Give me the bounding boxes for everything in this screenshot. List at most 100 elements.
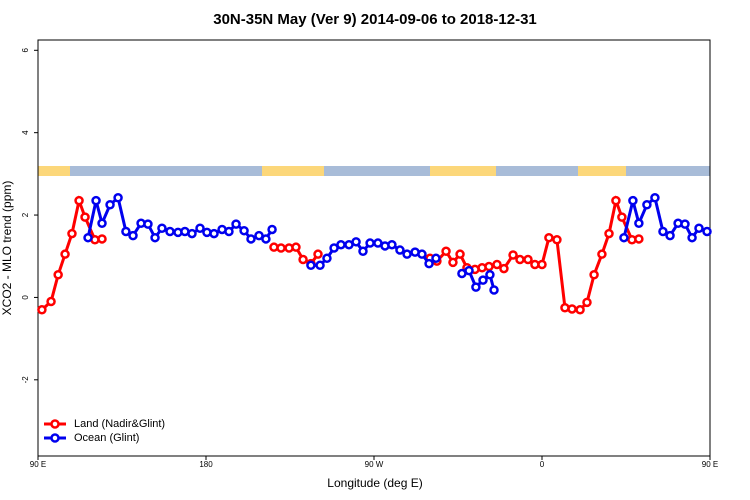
data-point — [387, 239, 397, 250]
data-point — [642, 200, 652, 210]
data-point — [537, 259, 547, 270]
data-point — [448, 257, 458, 268]
data-point — [515, 254, 525, 265]
y-tick-label: 6 — [21, 48, 30, 53]
y-tick-label: 2 — [21, 212, 30, 217]
data-point — [261, 234, 271, 244]
data-point — [508, 250, 518, 260]
data-point — [597, 249, 607, 259]
legend-marker — [50, 433, 60, 443]
data-point — [702, 226, 712, 237]
data-point — [97, 218, 107, 229]
x-tick-label: 90 E — [30, 460, 46, 469]
data-point — [276, 243, 286, 253]
data-point — [665, 230, 675, 241]
data-point — [582, 297, 592, 308]
surface-strip — [38, 166, 710, 176]
data-point — [74, 195, 84, 206]
data-point — [619, 232, 629, 243]
data-point — [121, 226, 131, 237]
data-point — [544, 232, 554, 243]
x-tick-label: 90 W — [365, 460, 384, 469]
data-point — [67, 228, 77, 239]
data-point — [628, 195, 638, 206]
data-point — [306, 260, 316, 271]
data-point — [617, 212, 627, 222]
data-point — [365, 238, 375, 248]
data-point — [53, 270, 63, 280]
data-point — [431, 253, 441, 264]
data-point — [441, 246, 451, 257]
legend-label: Land (Nadir&Glint) — [74, 418, 165, 430]
data-point — [224, 226, 234, 237]
data-point — [575, 305, 585, 315]
data-point — [165, 226, 175, 237]
y-tick-label: 4 — [21, 130, 30, 135]
data-point — [523, 254, 533, 265]
x-tick-label: 90 E — [702, 460, 718, 469]
chart-title: 30N-35N May (Ver 9) 2014-09-06 to 2018-1… — [213, 11, 537, 28]
data-point — [611, 195, 621, 206]
x-tick-label: 180 — [199, 460, 213, 469]
data-point — [478, 275, 488, 285]
data-point — [694, 223, 704, 233]
data-point — [484, 261, 494, 272]
data-point — [552, 235, 562, 245]
data-point — [680, 219, 690, 229]
data-point — [150, 232, 160, 243]
data-point — [143, 219, 153, 229]
y-axis-label: XCO2 - MLO trend (ppm) — [0, 181, 14, 316]
data-point — [589, 270, 599, 280]
data-point — [97, 234, 107, 244]
data-point — [105, 200, 115, 210]
legend-marker — [50, 419, 60, 429]
data-point — [424, 258, 434, 269]
data-point — [231, 219, 241, 229]
data-point — [209, 228, 219, 239]
data-point — [322, 253, 332, 264]
data-point — [128, 230, 138, 241]
y-tick-label: -2 — [21, 376, 30, 384]
data-point — [239, 225, 249, 236]
data-point — [291, 242, 301, 252]
x-axis-label: Longitude (deg E) — [327, 476, 422, 490]
data-point — [634, 234, 644, 244]
data-point — [91, 195, 101, 206]
data-point — [60, 249, 70, 259]
data-point — [492, 259, 502, 270]
data-point — [604, 228, 614, 239]
y-tick-label: 0 — [21, 295, 30, 300]
data-point — [634, 218, 644, 229]
data-point — [650, 193, 660, 203]
data-point — [455, 249, 465, 259]
data-point — [489, 285, 499, 295]
data-point — [402, 249, 412, 259]
data-point — [83, 232, 93, 243]
data-point — [464, 265, 474, 276]
data-point — [246, 234, 256, 244]
data-point — [351, 237, 361, 247]
data-point — [298, 254, 308, 265]
data-point — [395, 245, 405, 255]
data-point — [336, 239, 346, 250]
data-point — [157, 223, 167, 233]
data-point — [315, 260, 325, 271]
data-point — [485, 270, 495, 280]
x-tick-label: 0 — [540, 460, 545, 469]
data-point — [187, 228, 197, 239]
data-point — [560, 302, 570, 313]
data-point — [358, 246, 368, 257]
data-point — [37, 305, 47, 315]
data-point — [567, 304, 577, 314]
data-point — [417, 249, 427, 259]
data-point — [267, 224, 277, 235]
data-point — [195, 223, 205, 233]
data-point — [471, 282, 481, 292]
data-point — [46, 296, 56, 307]
data-point — [499, 263, 509, 274]
data-point — [202, 227, 212, 238]
legend-label: Ocean (Glint) — [74, 432, 139, 444]
data-point — [80, 212, 90, 222]
data-point — [658, 226, 668, 237]
